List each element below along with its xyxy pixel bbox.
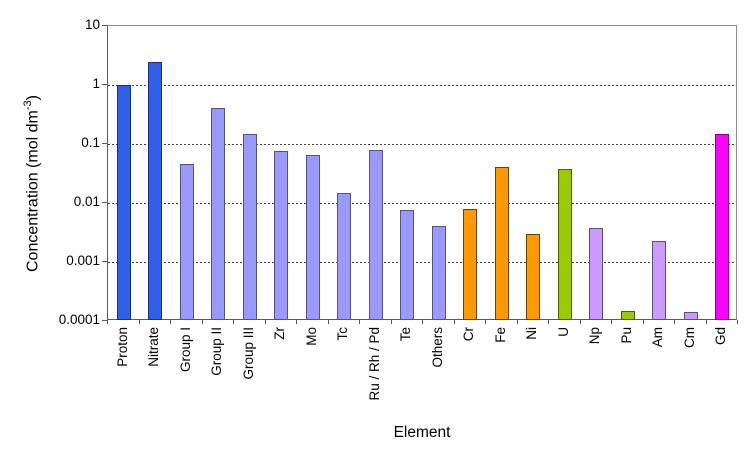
x-tick-mark [170,320,171,324]
bar-u [557,168,572,320]
bar-zr [274,151,289,320]
x-tick-mark [674,320,675,324]
bar-group-ii [211,108,226,320]
x-tick-label-te: Te [398,327,414,342]
gridline-0.01 [108,203,736,204]
y-tick-mark [102,25,107,26]
x-tick-mark [737,320,738,324]
x-tick-mark [107,320,108,324]
x-tick-label-zr: Zr [272,327,288,340]
bar-pu [620,310,635,320]
x-tick-label-group-i: Group I [177,327,193,373]
bar-cr [463,208,478,320]
x-tick-label-group-iii: Group III [240,327,256,380]
x-tick-label-u: U [555,327,571,337]
bar-gd [715,133,730,320]
bar-ni [526,233,541,320]
x-tick-mark [485,320,486,324]
x-tick-mark [359,320,360,324]
x-tick-mark [611,320,612,324]
x-tick-label-mo: Mo [303,327,319,346]
bar-group-i [179,164,194,320]
gridline-0.001 [108,262,736,263]
bar-group-iii [242,133,257,320]
x-tick-label-am: Am [650,327,666,348]
gridline-0.1 [108,144,736,145]
x-tick-label-proton: Proton [114,327,130,367]
y-tick-mark [102,261,107,262]
bar-others [431,226,446,320]
x-tick-mark [390,320,392,324]
y-axis-title: Concentration (mol dm-3) [22,95,42,272]
y-tick-label-10: 10 [84,17,100,32]
x-tick-label-gd: Gd [713,327,729,346]
x-tick-mark [264,320,266,324]
x-tick-mark [579,320,581,324]
x-tick-label-ru-rh-pd: Ru / Rh / Pd [366,327,382,401]
x-tick-label-cr: Cr [461,327,477,342]
bar-te [400,210,415,320]
x-tick-mark [642,320,644,324]
bar-mo [305,155,320,320]
x-tick-mark [516,320,518,324]
gridline-1 [108,85,736,86]
x-tick-label-pu: Pu [618,327,634,344]
x-tick-label-ni: Ni [524,327,540,340]
bar-am [652,240,667,320]
bar-nitrate [148,61,163,320]
y-tick-label-0.0001: 0.0001 [58,312,100,327]
bar-fe [494,167,509,320]
x-tick-label-group-ii: Group II [209,327,225,376]
x-tick-mark [327,320,329,324]
x-tick-mark [138,320,140,324]
y-tick-mark [102,84,107,85]
bar-np [589,228,604,320]
y-tick-mark [102,202,107,203]
y-tick-mark [102,320,107,321]
x-tick-mark [453,320,455,324]
y-axis-title-suffix: ) [24,95,42,101]
x-axis-title: Element [393,424,451,441]
x-tick-label-cm: Cm [681,327,697,348]
x-tick-mark [548,320,549,324]
x-tick-mark [705,320,707,324]
x-tick-label-others: Others [429,327,445,368]
x-tick-label-np: Np [587,327,603,345]
x-tick-mark [422,320,423,324]
y-tick-label-0.01: 0.01 [73,194,100,209]
bar-proton [116,85,131,320]
y-tick-label-0.1: 0.1 [81,135,100,150]
x-tick-mark [233,320,234,324]
y-tick-mark [102,143,107,144]
y-tick-label-0.001: 0.001 [66,253,100,268]
x-tick-label-nitrate: Nitrate [146,327,162,367]
x-tick-label-tc: Tc [335,327,351,341]
y-tick-label-1: 1 [92,76,100,91]
bar-cm [683,312,698,320]
x-tick-mark [296,320,297,324]
plot-area [107,25,737,320]
x-tick-mark [201,320,203,324]
y-axis-title-superscript: -3 [22,100,34,111]
bar-ru-rh-pd [368,150,383,320]
x-tick-label-fe: Fe [492,327,508,343]
bar-tc [337,192,352,320]
